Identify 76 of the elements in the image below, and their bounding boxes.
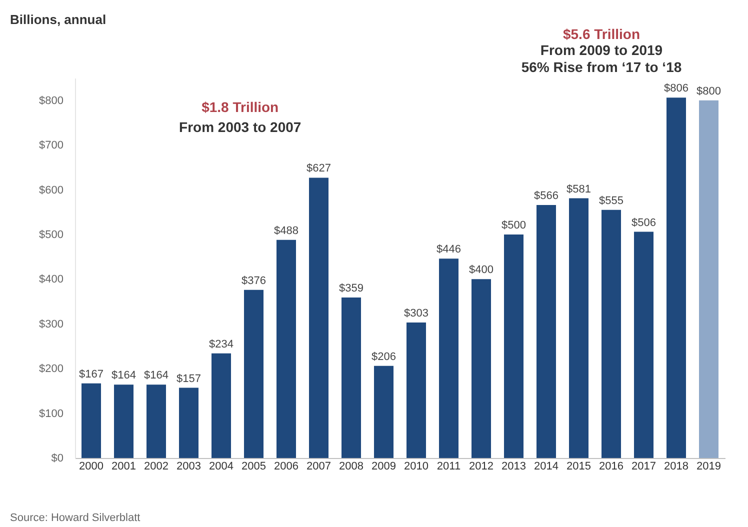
x-tick-label: 2006 [274, 460, 298, 472]
bar [244, 290, 264, 458]
x-tick-label: 2011 [436, 460, 461, 472]
data-label: $555 [599, 194, 624, 207]
data-label: $500 [502, 219, 526, 232]
data-label: $157 [176, 372, 201, 385]
text: 56% Rise from ‘17 to ‘18 [521, 59, 682, 75]
bar [342, 298, 361, 458]
annotation: $1.8 Trillion [202, 99, 279, 115]
x-tick-label: 2012 [469, 460, 494, 472]
bar [374, 366, 394, 458]
x-tick-label: 2016 [599, 460, 624, 472]
x-tick-label: 2003 [176, 460, 201, 472]
y-tick-label: $600 [39, 184, 64, 196]
data-label: $581 [566, 183, 591, 196]
bar [472, 279, 491, 458]
x-tick-label: 2018 [664, 460, 688, 472]
bar [114, 384, 134, 458]
y-tick-label: $500 [39, 228, 64, 241]
data-label: $566 [534, 190, 558, 202]
bar [666, 98, 686, 458]
data-label: $376 [242, 274, 266, 287]
x-tick-label: 2007 [306, 460, 331, 472]
bar [634, 232, 654, 458]
annotation: From 2003 to 2007 [179, 119, 302, 135]
y-tick-label: $0 [51, 452, 64, 464]
bar [569, 198, 588, 458]
x-tick-label: 2019 [696, 460, 721, 472]
chart-subtitle: Billions, annual [10, 12, 106, 27]
data-label: $164 [112, 370, 136, 382]
bar [309, 178, 328, 458]
data-label: $164 [144, 370, 168, 382]
bar [82, 383, 101, 458]
x-tick-label: 2000 [79, 460, 104, 472]
data-label: $303 [404, 308, 428, 320]
bar [212, 353, 231, 458]
text: $5.6 Trillion [562, 26, 640, 42]
data-label: $806 [664, 82, 688, 95]
x-tick-label: 2004 [209, 460, 234, 472]
bar [406, 322, 426, 458]
data-label: $206 [372, 350, 396, 363]
bar [504, 234, 524, 458]
bar [699, 100, 718, 458]
data-label: $167 [79, 368, 104, 380]
data-label: $446 [436, 244, 461, 256]
text: From 2009 to 2019 [540, 42, 663, 58]
y-tick-label: $800 [39, 94, 64, 107]
bar [276, 240, 296, 458]
x-tick-label: 2008 [339, 460, 364, 472]
data-label: $488 [274, 224, 298, 237]
x-tick-label: 2014 [534, 460, 558, 472]
x-tick-label: 2015 [566, 460, 591, 472]
data-label: $627 [306, 162, 331, 175]
x-tick-label: 2002 [144, 460, 168, 472]
x-tick-label: 2017 [632, 460, 656, 472]
data-label: $506 [632, 216, 656, 229]
bar [179, 388, 198, 458]
source-note: Source: Howard Silverblatt [10, 512, 140, 524]
y-tick-label: $400 [39, 274, 64, 286]
data-label: $800 [696, 85, 721, 98]
data-label: $400 [469, 264, 494, 276]
x-tick-label: 2010 [404, 460, 428, 472]
y-tick-label: $200 [39, 363, 64, 376]
x-tick-label: 2005 [242, 460, 266, 472]
x-tick-label: 2001 [112, 460, 136, 472]
x-tick-label: 2009 [372, 460, 396, 472]
data-label: $359 [339, 282, 364, 295]
data-label: $234 [209, 338, 234, 350]
y-tick-label: $700 [39, 140, 64, 152]
x-tick-label: 2013 [502, 460, 526, 472]
bar [439, 258, 458, 458]
bar [536, 204, 556, 458]
y-tick-label: $100 [39, 408, 64, 420]
y-tick-label: $300 [39, 318, 64, 330]
bar [146, 384, 166, 458]
bar [602, 210, 621, 458]
